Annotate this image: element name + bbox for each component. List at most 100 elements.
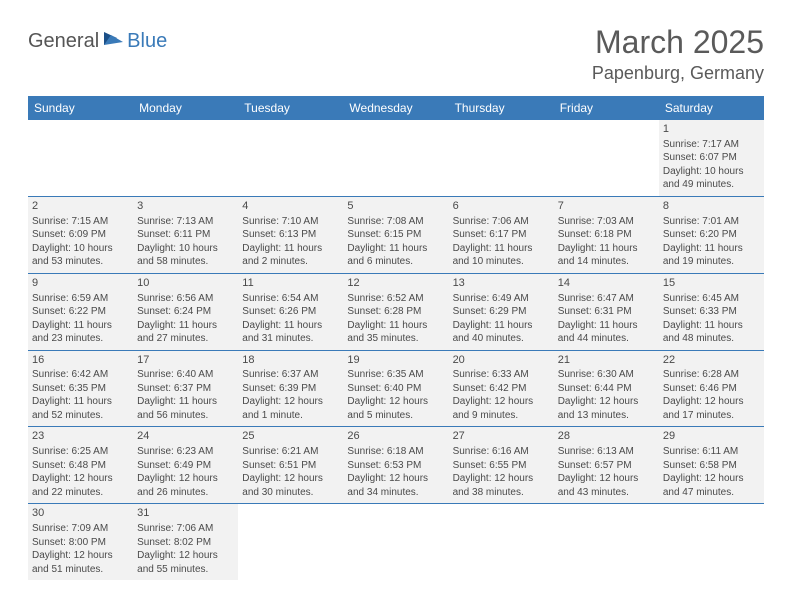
calendar-cell: 5Sunrise: 7:08 AMSunset: 6:15 PMDaylight…: [343, 196, 448, 273]
day-number: 5: [347, 199, 444, 214]
cell-text: Sunrise: 7:15 AM: [32, 215, 129, 229]
calendar-cell: 23Sunrise: 6:25 AMSunset: 6:48 PMDayligh…: [28, 427, 133, 504]
cell-text: Sunrise: 6:25 AM: [32, 445, 129, 459]
calendar-cell: 4Sunrise: 7:10 AMSunset: 6:13 PMDaylight…: [238, 196, 343, 273]
cell-text: and 1 minute.: [242, 409, 339, 423]
cell-text: Sunrise: 6:28 AM: [663, 368, 760, 382]
calendar-row: 2Sunrise: 7:15 AMSunset: 6:09 PM Daylight…: [28, 196, 764, 273]
day-number: 31: [137, 506, 234, 521]
calendar-cell: 11Sunrise: 6:54 AMSunset: 6:26 PMDayligh…: [238, 273, 343, 350]
cell-text: Sunrise: 6:47 AM: [558, 292, 655, 306]
calendar-cell: [343, 120, 448, 196]
day-number: 11: [242, 276, 339, 291]
cell-text: Daylight: 12 hours: [558, 395, 655, 409]
day-number: 10: [137, 276, 234, 291]
cell-text: and 49 minutes.: [663, 178, 760, 192]
day-number: 26: [347, 429, 444, 444]
calendar-cell: 15Sunrise: 6:45 AMSunset: 6:33 PMDayligh…: [659, 273, 764, 350]
cell-text: Sunrise: 7:10 AM: [242, 215, 339, 229]
cell-text: Sunset: 6:42 PM: [453, 382, 550, 396]
cell-text: and 38 minutes.: [453, 486, 550, 500]
calendar-cell: 27Sunrise: 6:16 AMSunset: 6:55 PMDayligh…: [449, 427, 554, 504]
day-number: 25: [242, 429, 339, 444]
cell-text: Daylight: 12 hours: [663, 395, 760, 409]
cell-text: Daylight: 12 hours: [32, 472, 129, 486]
cell-text: Sunrise: 6:11 AM: [663, 445, 760, 459]
cell-text: and 9 minutes.: [453, 409, 550, 423]
cell-text: and 55 minutes.: [137, 563, 234, 577]
calendar-cell: 26Sunrise: 6:18 AMSunset: 6:53 PMDayligh…: [343, 427, 448, 504]
cell-text: Sunset: 6:40 PM: [347, 382, 444, 396]
day-number: 12: [347, 276, 444, 291]
cell-text: and 27 minutes.: [137, 332, 234, 346]
cell-text: Daylight: 12 hours: [347, 472, 444, 486]
cell-text: Sunrise: 6:45 AM: [663, 292, 760, 306]
cell-text: and 23 minutes.: [32, 332, 129, 346]
cell-text: and 53 minutes.: [32, 255, 129, 269]
cell-text: and 51 minutes.: [32, 563, 129, 577]
cell-text: Sunset: 6:26 PM: [242, 305, 339, 319]
cell-text: Daylight: 12 hours: [663, 472, 760, 486]
logo-text-1: General: [28, 30, 99, 53]
cell-text: and 35 minutes.: [347, 332, 444, 346]
cell-text: Daylight: 12 hours: [558, 472, 655, 486]
cell-text: Daylight: 11 hours: [453, 242, 550, 256]
calendar-cell: [449, 504, 554, 580]
cell-text: Daylight: 10 hours: [137, 242, 234, 256]
col-tuesday: Tuesday: [238, 96, 343, 120]
cell-text: Daylight: 10 hours: [663, 165, 760, 179]
day-number: 18: [242, 353, 339, 368]
cell-text: Daylight: 12 hours: [453, 472, 550, 486]
cell-text: Sunset: 6:13 PM: [242, 228, 339, 242]
day-number: 23: [32, 429, 129, 444]
cell-text: Sunset: 6:20 PM: [663, 228, 760, 242]
day-number: 22: [663, 353, 760, 368]
location: Papenburg, Germany: [592, 63, 764, 84]
calendar-cell: 7Sunrise: 7:03 AMSunset: 6:18 PMDaylight…: [554, 196, 659, 273]
calendar-cell: 16Sunrise: 6:42 AMSunset: 6:35 PMDayligh…: [28, 350, 133, 427]
cell-text: Sunrise: 6:23 AM: [137, 445, 234, 459]
cell-text: Sunrise: 7:08 AM: [347, 215, 444, 229]
cell-text: Daylight: 11 hours: [137, 319, 234, 333]
cell-text: Daylight: 11 hours: [663, 242, 760, 256]
cell-text: and 34 minutes.: [347, 486, 444, 500]
calendar-cell: 8Sunrise: 7:01 AMSunset: 6:20 PMDaylight…: [659, 196, 764, 273]
day-number: 9: [32, 276, 129, 291]
cell-text: and 6 minutes.: [347, 255, 444, 269]
calendar-cell: 14Sunrise: 6:47 AMSunset: 6:31 PMDayligh…: [554, 273, 659, 350]
cell-text: Sunset: 6:57 PM: [558, 459, 655, 473]
cell-text: Sunrise: 6:56 AM: [137, 292, 234, 306]
cell-text: Daylight: 11 hours: [242, 242, 339, 256]
cell-text: Sunrise: 6:33 AM: [453, 368, 550, 382]
cell-text: and 47 minutes.: [663, 486, 760, 500]
calendar-cell: 17Sunrise: 6:40 AMSunset: 6:37 PMDayligh…: [133, 350, 238, 427]
cell-text: Sunrise: 7:01 AM: [663, 215, 760, 229]
cell-text: Daylight: 11 hours: [558, 319, 655, 333]
day-number: 30: [32, 506, 129, 521]
calendar-cell: 18Sunrise: 6:37 AMSunset: 6:39 PMDayligh…: [238, 350, 343, 427]
cell-text: Sunset: 6:44 PM: [558, 382, 655, 396]
cell-text: Sunrise: 6:54 AM: [242, 292, 339, 306]
cell-text: Daylight: 11 hours: [242, 319, 339, 333]
cell-text: Daylight: 11 hours: [32, 319, 129, 333]
calendar-cell: 25Sunrise: 6:21 AMSunset: 6:51 PMDayligh…: [238, 427, 343, 504]
calendar-cell: 30Sunrise: 7:09 AMSunset: 8:00 PMDayligh…: [28, 504, 133, 580]
cell-text: Sunrise: 6:30 AM: [558, 368, 655, 382]
cell-text: and 14 minutes.: [558, 255, 655, 269]
cell-text: Sunrise: 7:17 AM: [663, 138, 760, 152]
cell-text: Sunset: 6:55 PM: [453, 459, 550, 473]
calendar-cell: 9Sunrise: 6:59 AMSunset: 6:22 PMDaylight…: [28, 273, 133, 350]
cell-text: Sunset: 6:09 PM: [32, 228, 129, 242]
day-number: 4: [242, 199, 339, 214]
calendar-cell: [449, 120, 554, 196]
cell-text: Sunset: 6:18 PM: [558, 228, 655, 242]
col-sunday: Sunday: [28, 96, 133, 120]
calendar-cell: 1Sunrise: 7:17 AMSunset: 6:07 PMDaylight…: [659, 120, 764, 196]
day-number: 2: [32, 199, 129, 214]
day-number: 15: [663, 276, 760, 291]
calendar-row: 30Sunrise: 7:09 AMSunset: 8:00 PMDayligh…: [28, 504, 764, 580]
col-monday: Monday: [133, 96, 238, 120]
calendar-cell: 13Sunrise: 6:49 AMSunset: 6:29 PMDayligh…: [449, 273, 554, 350]
cell-text: Sunrise: 6:37 AM: [242, 368, 339, 382]
cell-text: Sunset: 6:58 PM: [663, 459, 760, 473]
